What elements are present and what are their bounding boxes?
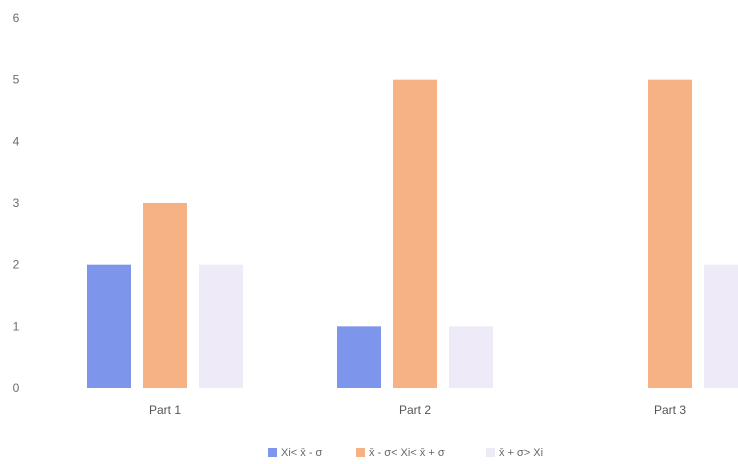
legend-swatch — [486, 448, 495, 457]
bar-part-3-series-3 — [704, 264, 738, 388]
bars — [87, 79, 738, 389]
bar-part-1-series-2 — [143, 203, 187, 388]
legend-swatch — [268, 448, 277, 457]
legend-label: Xi< x̄ - σ — [281, 447, 323, 459]
legend-item: x̄ + σ> Xi — [486, 447, 543, 459]
x-category-label: Part 2 — [399, 403, 431, 417]
legend-item: Xi< x̄ - σ — [268, 447, 323, 459]
y-tick-label: 1 — [13, 319, 20, 333]
bar-part-1-series-1 — [87, 264, 131, 388]
legend-item: x̄ - σ< Xi< x̄ + σ — [356, 447, 445, 459]
bar-part-1-series-3 — [199, 264, 243, 388]
y-tick-label: 2 — [13, 258, 20, 272]
bar-part-3-series-2 — [648, 79, 692, 389]
y-tick-label: 3 — [13, 196, 20, 210]
legend-swatch — [356, 448, 365, 457]
legend-label: x̄ - σ< Xi< x̄ + σ — [369, 447, 445, 459]
bar-part-2-series-3 — [449, 326, 493, 388]
y-tick-label: 4 — [13, 134, 20, 148]
bar-part-2-series-1 — [337, 326, 381, 388]
legend: Xi< x̄ - σ x̄ - σ< Xi< x̄ + σ x̄ + σ> Xi — [268, 447, 543, 459]
bar-part-2-series-2 — [393, 79, 437, 389]
x-category-label: Part 1 — [149, 403, 181, 417]
y-tick-label: 6 — [13, 11, 20, 25]
x-axis: Part 1 Part 2 Part 3 — [149, 403, 686, 417]
y-axis: 0 1 2 3 4 5 6 — [13, 11, 20, 395]
y-tick-label: 5 — [13, 73, 20, 87]
legend-label: x̄ + σ> Xi — [499, 447, 543, 459]
x-category-label: Part 3 — [654, 403, 686, 417]
y-tick-label: 0 — [13, 381, 20, 395]
